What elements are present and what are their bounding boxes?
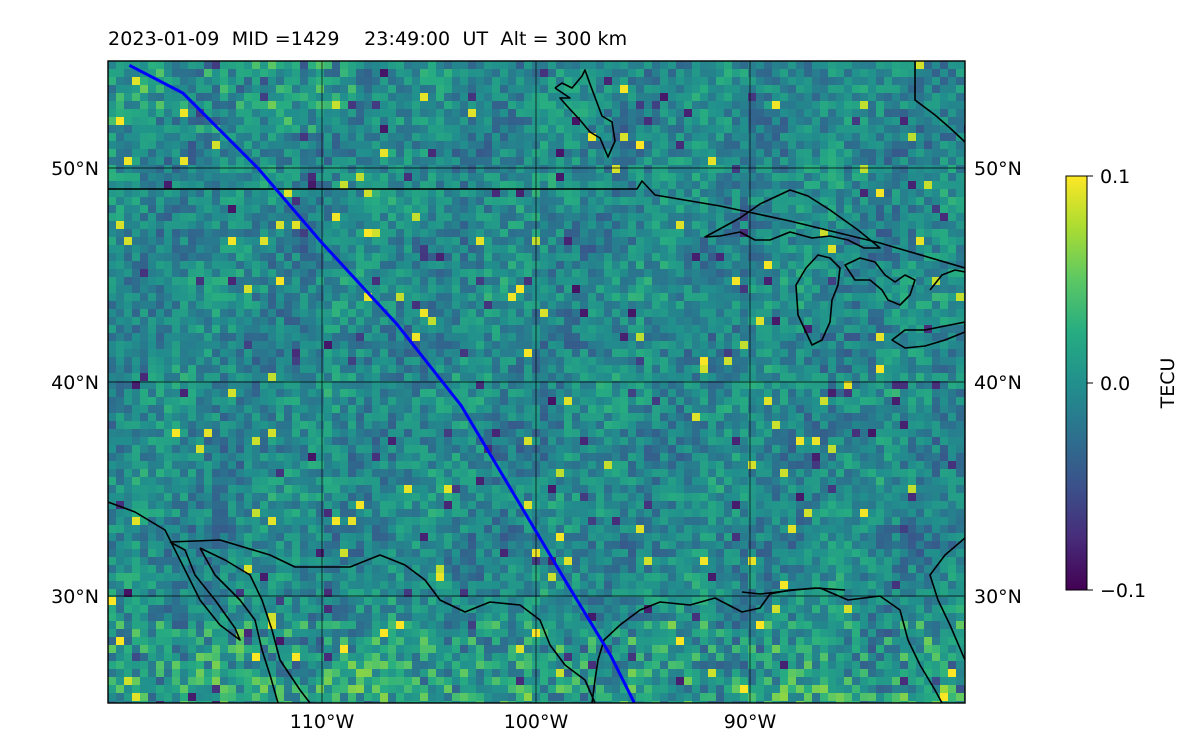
colorbar-label: TECU — [1157, 358, 1179, 410]
satellite-track-line — [128, 63, 636, 703]
lon-label-110: 110°W — [290, 711, 355, 733]
lon-label-100: 100°W — [504, 711, 569, 733]
lat-label-30-right: 30°N — [974, 586, 1022, 608]
map-gridlines — [108, 61, 965, 703]
coastlines-borders — [108, 61, 965, 703]
tec-raster — [108, 61, 965, 703]
colorbar-tick-label-mid: 0.0 — [1100, 373, 1130, 395]
lat-label-50-left: 50°N — [51, 158, 99, 180]
map-frame — [107, 60, 966, 704]
lat-label-30-left: 30°N — [51, 586, 99, 608]
lat-label-50-right: 50°N — [974, 158, 1022, 180]
lon-label-90: 90°W — [724, 711, 777, 733]
colorbar-tick-label-bottom: −0.1 — [1100, 580, 1146, 602]
lat-label-40-left: 40°N — [51, 372, 99, 394]
map-title: 2023-01-09 MID =1429 23:49:00 UT Alt = 3… — [108, 28, 628, 50]
colorbar: 0.1 0.0 −0.1 TECU — [1065, 166, 1179, 602]
colorbar-tick-label-top: 0.1 — [1100, 166, 1130, 188]
colorbar-gradient — [1065, 175, 1088, 591]
lat-label-40-right: 40°N — [974, 372, 1022, 394]
